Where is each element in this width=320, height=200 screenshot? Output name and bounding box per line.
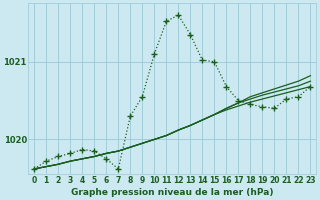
X-axis label: Graphe pression niveau de la mer (hPa): Graphe pression niveau de la mer (hPa) [71, 188, 274, 197]
